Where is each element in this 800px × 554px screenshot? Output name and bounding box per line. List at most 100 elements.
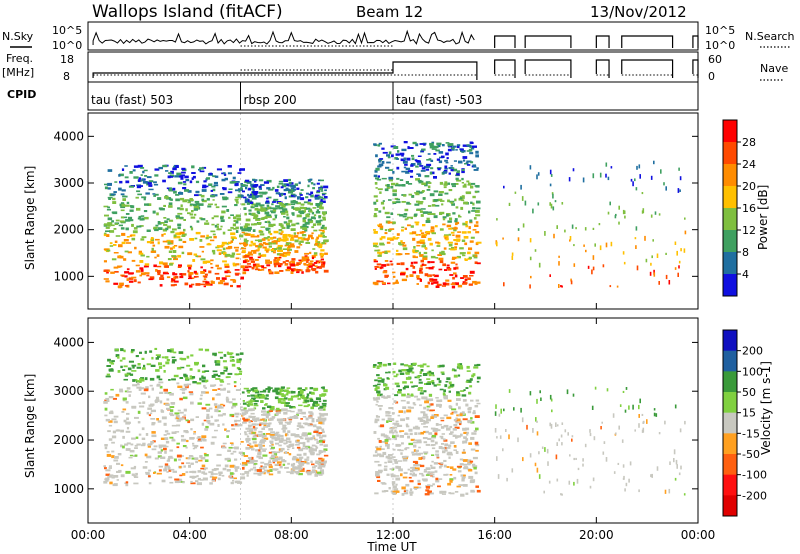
velocity-cell — [521, 417, 524, 423]
velocity-cell — [540, 397, 542, 401]
power-cell — [373, 201, 377, 205]
velocity-cell — [252, 398, 256, 401]
power-cell — [623, 261, 626, 265]
velocity-cell — [318, 400, 322, 403]
velocity-cell — [176, 442, 180, 445]
power-cell — [153, 183, 159, 186]
velocity-cell — [228, 401, 233, 404]
power-cell — [392, 189, 397, 193]
velocity-cell — [309, 387, 314, 390]
velocity-cell — [277, 451, 281, 453]
power-cell — [503, 282, 505, 287]
power-cell — [141, 217, 145, 221]
velocity-cell — [305, 417, 309, 421]
power-cell — [277, 258, 281, 261]
velocity-cell — [205, 428, 208, 431]
velocity-cell — [203, 419, 207, 422]
velocity-cell — [204, 391, 209, 394]
power-cell — [175, 215, 180, 218]
power-cell — [268, 188, 274, 191]
power-cell — [421, 190, 425, 193]
velocity-cell — [296, 471, 299, 475]
velocity-cell — [444, 449, 448, 452]
power-cell — [261, 238, 266, 241]
power-cell — [263, 181, 269, 184]
power-cell — [110, 193, 116, 196]
power-cell — [114, 181, 118, 183]
power-cell — [459, 252, 464, 255]
velocity-cell — [127, 367, 132, 371]
velocity-cell — [465, 431, 469, 434]
power-cell — [616, 285, 619, 288]
power-cell — [466, 180, 470, 183]
y-tick-label: 2000 — [53, 223, 84, 237]
velocity-cell — [469, 460, 474, 463]
power-cell — [226, 269, 230, 272]
power-cell — [137, 193, 142, 196]
power-cell — [135, 196, 139, 199]
velocity-cell — [431, 414, 436, 417]
power-cell — [226, 247, 231, 250]
velocity-cell — [181, 391, 186, 394]
velocity-cell — [181, 438, 187, 442]
velocity-cell — [678, 472, 681, 476]
velocity-cell — [400, 399, 406, 402]
velocity-cell — [243, 419, 249, 422]
power-cell — [456, 144, 461, 147]
power-cell — [128, 280, 134, 283]
power-cell — [419, 271, 424, 274]
power-cell — [210, 189, 213, 192]
velocity-cell — [201, 464, 206, 468]
velocity-cell — [187, 457, 191, 460]
velocity-cell — [379, 393, 383, 397]
power-cell — [392, 193, 397, 197]
power-cell — [467, 183, 472, 186]
power-cell — [148, 188, 154, 191]
velocity-cell — [147, 445, 151, 448]
power-cell — [315, 270, 319, 274]
velocity-cell — [411, 451, 415, 454]
power-cell — [570, 280, 573, 285]
power-cell — [206, 177, 210, 180]
power-cell — [318, 266, 322, 269]
power-cell — [419, 239, 425, 242]
velocity-cell — [407, 468, 410, 471]
power-cell — [468, 283, 473, 286]
velocity-cell — [287, 445, 291, 449]
velocity-cell — [439, 364, 445, 368]
velocity-cell — [386, 438, 392, 441]
power-cell — [257, 256, 261, 259]
velocity-cell — [422, 373, 428, 376]
velocity-cell — [411, 371, 415, 374]
velocity-cell — [385, 455, 390, 459]
velocity-cell — [380, 482, 386, 484]
velocity-cell — [249, 429, 254, 433]
power-cell — [290, 228, 296, 231]
velocity-cell — [114, 456, 119, 459]
velocity-cell — [456, 414, 461, 417]
power-cell — [422, 211, 428, 214]
power-cell — [308, 180, 311, 183]
power-cell — [262, 241, 266, 245]
velocity-cell — [402, 381, 407, 384]
velocity-cell — [196, 475, 199, 478]
velocity-cell — [374, 450, 378, 454]
velocity-cell — [182, 445, 187, 448]
power-cell — [323, 213, 326, 216]
power-cell — [276, 185, 280, 188]
velocity-cell — [138, 402, 142, 404]
power-cell — [182, 199, 188, 203]
velocity-cell — [222, 423, 225, 426]
power-cell — [442, 218, 446, 221]
velocity-cell — [126, 412, 130, 415]
power-cell — [448, 243, 453, 247]
power-cell — [446, 224, 452, 228]
power-cell — [128, 185, 134, 188]
velocity-cell — [190, 418, 195, 422]
velocity-cell — [427, 484, 431, 487]
velocity-cell — [169, 481, 174, 484]
power-cell — [136, 184, 142, 186]
velocity-cell — [179, 357, 183, 360]
velocity-cell — [315, 403, 320, 406]
velocity-cell — [448, 405, 452, 407]
